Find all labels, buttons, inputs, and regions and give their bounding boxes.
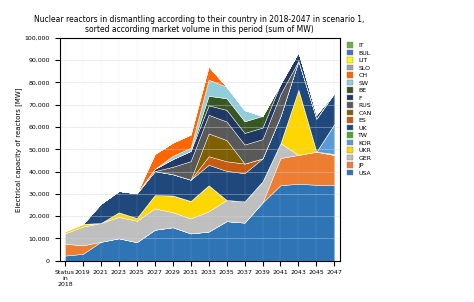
Legend: IT, BUL, LIT, SLO, CH, SW, BE, F, RUS, CAN, ES, UK, TW, KOR, UKR, GER, JP, USA: IT, BUL, LIT, SLO, CH, SW, BE, F, RUS, C… <box>346 41 373 177</box>
Y-axis label: Electrical capacity of reactors [MW]: Electrical capacity of reactors [MW] <box>15 87 22 212</box>
Title: Nuclear reactors in dismantling according to their country in 2018-2047 in scena: Nuclear reactors in dismantling accordin… <box>35 15 365 34</box>
